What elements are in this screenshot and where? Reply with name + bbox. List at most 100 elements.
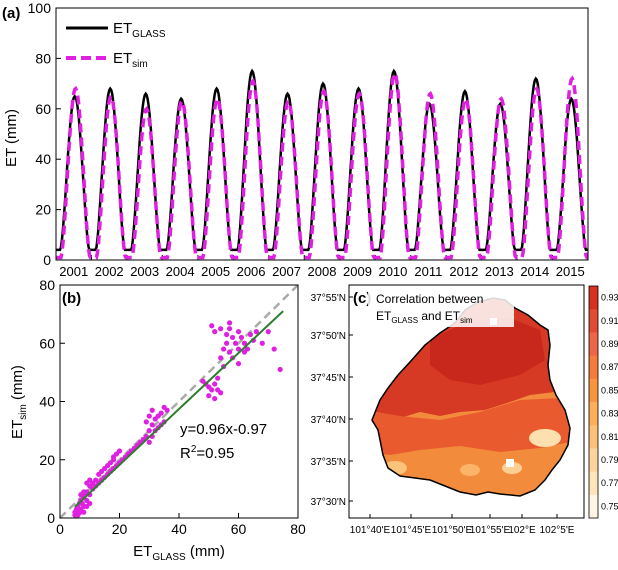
scatter-point — [212, 395, 218, 402]
a-xtick-label: 2003 — [130, 264, 159, 279]
colorbar-segment — [589, 332, 598, 357]
panel-c-title-bg — [368, 289, 514, 327]
scatter-point — [149, 422, 155, 428]
colorbar: 0.93 0.91 0.89 0.87 0.85 0.83 0.81 0.79 0.77 0.75 — [588, 285, 618, 519]
c-xtick-label: 101°45'E — [391, 525, 432, 536]
a-ytick-label: 40 — [35, 151, 51, 167]
panel-b-ylabel: ETsim (mm) — [9, 365, 29, 439]
a-xtick-label: 2011 — [414, 264, 442, 279]
panel-c-label: (c) — [353, 290, 371, 307]
b-xtick-label: 40 — [171, 521, 187, 537]
scatter-point — [259, 340, 265, 346]
heatmap-mid-zone — [372, 398, 570, 455]
colorbar-segment — [589, 425, 598, 449]
a-xtick-label: 2013 — [485, 264, 514, 279]
colorbar-segment — [589, 448, 598, 473]
scatter-point — [265, 329, 271, 335]
one-to-one-line — [59, 284, 299, 519]
panel-a-frame — [55, 7, 589, 261]
scatter-point — [277, 366, 283, 373]
heatmap-map — [371, 297, 571, 497]
b-xtick-label: 20 — [112, 521, 128, 537]
b-xtick-label: 80 — [290, 521, 306, 537]
a-ytick-label: 20 — [35, 202, 51, 218]
scatter-point — [164, 407, 170, 413]
colorbar-segment — [589, 286, 598, 310]
fit-equation: y=0.96x-0.97 — [180, 421, 267, 438]
scatter-point — [81, 509, 87, 515]
colorbar-segment — [589, 378, 598, 403]
scatter-point — [226, 320, 233, 326]
c-xtick-label: 102°5'E — [540, 525, 575, 536]
panel-b-frame — [59, 284, 299, 519]
panel-a-lines — [56, 68, 589, 260]
colorbar-label: 0.83 — [601, 409, 618, 419]
scatter-point — [247, 331, 253, 338]
legend-glass-label: ETGLASS — [113, 20, 166, 40]
scatter-point — [212, 381, 218, 387]
panel-b-xlabel: ETGLASS (mm) — [133, 543, 225, 563]
colorbar-label: 0.79 — [601, 455, 618, 465]
scatter-point — [224, 331, 230, 338]
scatter-point — [218, 326, 224, 332]
colorbar-segment — [589, 402, 598, 426]
scatter-point — [209, 387, 215, 393]
a-ytick-label: 100 — [28, 0, 52, 16]
panel-c-yticks: 37°55'N 37°50'N 37°45'N 37°40'N 37°35'N 37°30… — [311, 293, 353, 508]
scatter-point — [158, 410, 164, 416]
c-ytick-label: 37°30'N — [311, 497, 346, 508]
scatter-point — [235, 329, 242, 335]
colorbar-frame — [588, 285, 599, 519]
c-ytick-label: 37°45'N — [311, 373, 346, 384]
panel-c: (c) Correlation between ETGLASS and ETsi… — [311, 284, 618, 536]
series-et-sim — [56, 70, 589, 260]
a-xtick-label: 2015 — [556, 264, 585, 279]
scatter-point — [226, 326, 233, 332]
c-ytick-label: 37°35'N — [311, 457, 346, 468]
b-ytick-label: 0 — [47, 510, 55, 526]
scatter-point — [206, 393, 212, 399]
scatter-point — [224, 340, 230, 346]
scatter-point — [149, 407, 155, 413]
panel-a-label: (a) — [2, 5, 20, 22]
scatter-point — [238, 334, 245, 341]
scatter-point — [87, 477, 93, 483]
scatter-point — [232, 340, 239, 346]
a-ytick-label: 60 — [35, 101, 51, 117]
c-ytick-label: 37°55'N — [311, 293, 346, 304]
panel-c-frame — [348, 284, 585, 519]
scatter-point — [116, 448, 123, 454]
scatter-point — [218, 390, 224, 396]
a-xtick-label: 2008 — [308, 264, 337, 279]
colorbar-segment — [589, 309, 598, 333]
panel-b-xticks: 0 20 40 60 80 — [56, 513, 306, 537]
scatter-point — [241, 340, 248, 346]
scatter-point — [235, 361, 242, 367]
fit-line — [74, 310, 284, 508]
a-ytick-label: 80 — [35, 50, 51, 66]
heatmap-high-core — [430, 318, 545, 385]
colorbar-label: 0.87 — [601, 362, 618, 372]
a-xtick-label: 2012 — [449, 264, 478, 279]
colorbar-label: 0.81 — [601, 432, 618, 442]
a-xtick-label: 2002 — [95, 264, 124, 279]
b-ytick-label: 20 — [39, 452, 55, 468]
panel-b-yticks: 0 20 40 60 80 — [39, 277, 65, 526]
b-xtick-label: 60 — [231, 521, 247, 537]
panel-c-title-line1: Correlation between — [376, 292, 483, 306]
colorbar-label: 0.89 — [601, 339, 618, 349]
c-xtick-label: 101°55'E — [470, 525, 511, 536]
panel-a-legend: ETGLASS ETsim — [66, 20, 166, 70]
a-xtick-label: 2001 — [59, 264, 88, 279]
scatter-point — [209, 323, 215, 329]
scatter-point — [235, 346, 242, 352]
panel-b-plot — [59, 284, 299, 519]
scatter-point — [221, 346, 227, 352]
panel-b-label: (b) — [62, 290, 81, 307]
scatter-point — [212, 329, 218, 335]
panel-c-title-line2: ETGLASS and ETsim — [376, 309, 473, 325]
colorbar-segment — [589, 355, 598, 380]
scatter-point — [146, 439, 152, 445]
a-xtick-label: 2006 — [237, 264, 266, 279]
